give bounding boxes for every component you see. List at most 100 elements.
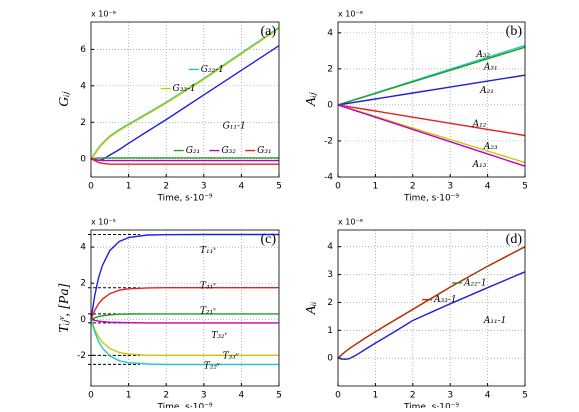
y-tick-label: 0 (80, 154, 86, 164)
x-tick-label: 4 (239, 391, 245, 401)
series-line (90, 233, 279, 320)
y-tick-label: -2 (77, 351, 86, 361)
plot-area (91, 230, 279, 386)
y-tick-label: 6 (80, 45, 86, 55)
y-tick-label: 4 (80, 81, 86, 91)
y-axis-label: Gᵢⱼ (57, 91, 72, 107)
x-tick-label: 2 (163, 182, 169, 192)
x-tick-label: 1 (126, 182, 132, 192)
series-label: A₁₁-1 (483, 316, 506, 326)
series-line (337, 104, 526, 167)
series-label: A₃₁ (483, 63, 498, 73)
series-label: T₃₃ᵛ (223, 352, 240, 362)
series-label: A₁₂ (472, 119, 487, 129)
series-line (90, 319, 279, 366)
y-axis-label: Aᵢⱼ (304, 91, 319, 107)
x-tick-label: 2 (163, 391, 169, 401)
y-tick-label: 1 (327, 326, 333, 336)
y-tick-label: 2 (327, 298, 333, 308)
series-line (90, 287, 279, 320)
y-tick-label: 2 (327, 64, 333, 74)
axes-frame (90, 21, 280, 178)
x-tick-label: 4 (485, 391, 491, 401)
x-tick-label: 5 (276, 182, 282, 192)
series-label: G₁₁-1 (223, 121, 246, 131)
x-axis-label: Time, s·10⁻⁹ (156, 194, 212, 204)
series-line (337, 271, 526, 361)
y-tick-label: 3 (327, 270, 333, 280)
panel-label: (d) (506, 232, 523, 247)
series-line (337, 46, 526, 106)
series-line (90, 157, 279, 160)
series-label: A₂₂-1 (463, 278, 486, 288)
x-tick-label: 1 (373, 391, 379, 401)
panel-label: (a) (260, 24, 276, 39)
x-axis-label: Time, s·10⁻⁹ (156, 403, 212, 409)
series-label: G₂₁ (186, 146, 200, 156)
exponent-label: x 10⁻⁹ (338, 218, 363, 227)
x-tick-label: 1 (126, 391, 132, 401)
series-label: G₃₂ (221, 146, 236, 156)
x-tick-label: 3 (447, 182, 453, 192)
series-line (90, 27, 280, 160)
y-axis-label: Aᵢᵢ (304, 302, 319, 316)
x-axis-label: Time, s·10⁻⁹ (403, 403, 459, 409)
series-label: T₂₁ᵛ (200, 307, 217, 317)
series-label: G₃₃-1 (173, 84, 196, 94)
series-label: A₁₃ (472, 160, 487, 170)
x-tick-label: 1 (373, 182, 379, 192)
x-tick-label: 4 (239, 182, 245, 192)
y-tick-label: 0 (327, 354, 333, 364)
y-tick-label: 4 (80, 243, 86, 253)
axes-frame (90, 229, 280, 387)
x-tick-label: 3 (447, 391, 453, 401)
series-label: A₃₂ (475, 50, 490, 60)
y-tick-label: 4 (327, 28, 333, 38)
series-label: T₂₂ᵛ (204, 362, 221, 372)
panel-label: (c) (260, 232, 276, 247)
x-tick-label: 4 (485, 182, 491, 192)
exponent-label: x 10⁻⁹ (338, 10, 363, 19)
exponent-label: x 10⁻⁹ (91, 10, 116, 19)
axes-frame (337, 229, 526, 387)
series-line (90, 158, 279, 165)
y-tick-label: 4 (327, 242, 333, 252)
x-tick-label: 0 (88, 391, 94, 401)
series-label: A₂₃ (483, 142, 498, 152)
plot-area (338, 230, 525, 386)
series-label: T₃₂ᵛ (211, 331, 228, 341)
series-label: T₃₁ᵛ (200, 281, 217, 291)
series-line (90, 318, 279, 324)
y-tick-label: -4 (324, 173, 333, 183)
x-tick-label: 5 (522, 391, 528, 401)
x-axis-label: Time, s·10⁻⁹ (403, 194, 459, 204)
x-tick-label: 5 (276, 391, 282, 401)
y-tick-label: -2 (324, 136, 333, 146)
axes-frame (337, 21, 526, 178)
series-line (90, 158, 279, 162)
y-tick-label: 2 (80, 118, 86, 128)
y-tick-label: 0 (327, 100, 333, 110)
y-axis-label: Tᵢⱼᵛ, [Pa] (57, 283, 72, 333)
panel-label: (b) (506, 24, 523, 39)
x-tick-label: 0 (335, 182, 341, 192)
series-label: G₃₁ (257, 146, 271, 156)
series-label: G₂₂-1 (201, 65, 224, 75)
x-tick-label: 2 (410, 182, 416, 192)
y-tick-label: 2 (80, 279, 86, 289)
series-label: T₁₁ᵛ (200, 246, 217, 256)
x-tick-label: 2 (410, 391, 416, 401)
series-line (90, 313, 279, 320)
series-line (90, 319, 279, 356)
exponent-label: x 10⁻⁵ (91, 218, 116, 227)
x-tick-label: 0 (335, 391, 341, 401)
series-line (337, 74, 526, 106)
x-tick-label: 3 (201, 391, 207, 401)
series-label: A₃₃-1 (433, 295, 456, 305)
y-tick-label: 0 (80, 315, 86, 325)
series-label: A₂₁ (479, 86, 494, 96)
series-line (337, 104, 526, 137)
x-tick-label: 0 (88, 182, 94, 192)
